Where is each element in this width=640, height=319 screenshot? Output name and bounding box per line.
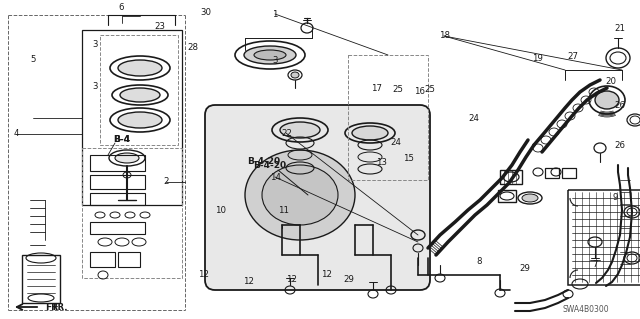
Text: 10: 10 bbox=[215, 206, 227, 215]
Text: 24: 24 bbox=[468, 114, 479, 123]
Text: 26: 26 bbox=[614, 141, 625, 150]
Text: 15: 15 bbox=[403, 154, 414, 163]
Bar bbox=[100, 35, 178, 145]
Text: 11: 11 bbox=[278, 206, 289, 215]
Text: 3: 3 bbox=[273, 56, 278, 65]
Bar bbox=[500, 170, 522, 184]
Bar bbox=[90, 175, 145, 189]
Bar bbox=[82, 30, 182, 205]
Text: 18: 18 bbox=[439, 31, 451, 40]
Text: 28: 28 bbox=[188, 43, 199, 52]
Bar bbox=[90, 222, 145, 234]
Text: 19: 19 bbox=[532, 54, 543, 63]
Text: FR.: FR. bbox=[52, 302, 67, 311]
Text: 12: 12 bbox=[321, 271, 332, 279]
Text: 9: 9 bbox=[613, 193, 618, 202]
Bar bbox=[90, 193, 145, 205]
Text: 12: 12 bbox=[198, 271, 209, 279]
Bar bbox=[498, 190, 516, 202]
Ellipse shape bbox=[291, 72, 299, 78]
Bar bbox=[82, 148, 182, 278]
Bar bbox=[118, 252, 140, 267]
Ellipse shape bbox=[595, 91, 619, 109]
Ellipse shape bbox=[118, 60, 162, 76]
Ellipse shape bbox=[262, 165, 338, 225]
FancyBboxPatch shape bbox=[205, 105, 430, 290]
Ellipse shape bbox=[280, 122, 320, 138]
Text: 20: 20 bbox=[605, 77, 617, 86]
Text: B-4-20: B-4-20 bbox=[248, 158, 280, 167]
Text: 24: 24 bbox=[390, 138, 401, 147]
Ellipse shape bbox=[120, 88, 160, 102]
Text: 2: 2 bbox=[164, 177, 169, 186]
Ellipse shape bbox=[522, 194, 538, 202]
Text: 25: 25 bbox=[392, 85, 404, 94]
Text: 14: 14 bbox=[269, 173, 281, 182]
Text: 4: 4 bbox=[13, 130, 19, 138]
Text: FR.: FR. bbox=[45, 302, 61, 311]
Bar bbox=[90, 155, 145, 171]
Text: 7: 7 bbox=[593, 260, 598, 269]
Text: 12: 12 bbox=[285, 275, 297, 284]
Bar bbox=[568, 190, 640, 285]
Text: B-4: B-4 bbox=[113, 136, 131, 145]
Text: 5: 5 bbox=[31, 55, 36, 63]
Text: 30: 30 bbox=[200, 8, 212, 17]
Text: 13: 13 bbox=[376, 158, 387, 167]
Text: 21: 21 bbox=[614, 24, 625, 33]
Text: B-4-20: B-4-20 bbox=[253, 160, 287, 169]
Text: 3: 3 bbox=[92, 82, 97, 91]
Bar bbox=[348, 55, 428, 180]
Ellipse shape bbox=[254, 50, 286, 60]
Text: 25: 25 bbox=[424, 85, 436, 94]
Ellipse shape bbox=[115, 153, 139, 163]
Text: 27: 27 bbox=[567, 52, 579, 61]
Text: 6: 6 bbox=[119, 4, 124, 12]
Ellipse shape bbox=[118, 112, 162, 128]
Text: 3: 3 bbox=[92, 40, 97, 49]
Bar bbox=[562, 168, 576, 178]
Text: 1: 1 bbox=[273, 10, 278, 19]
Text: 8: 8 bbox=[476, 257, 481, 266]
Text: 29: 29 bbox=[344, 275, 354, 284]
Ellipse shape bbox=[244, 46, 296, 64]
Text: 17: 17 bbox=[371, 84, 382, 93]
Text: SWA4B0300: SWA4B0300 bbox=[563, 306, 609, 315]
Ellipse shape bbox=[352, 126, 388, 140]
Text: 16: 16 bbox=[414, 87, 426, 96]
Text: 23: 23 bbox=[154, 22, 166, 31]
Text: 26: 26 bbox=[614, 101, 625, 110]
Text: 12: 12 bbox=[243, 277, 254, 286]
Bar bbox=[22, 255, 60, 303]
Ellipse shape bbox=[245, 150, 355, 240]
Text: 22: 22 bbox=[281, 129, 292, 138]
Text: B-4: B-4 bbox=[113, 136, 131, 145]
Bar bbox=[90, 252, 115, 267]
Text: 29: 29 bbox=[520, 264, 530, 273]
Bar bbox=[545, 168, 559, 178]
